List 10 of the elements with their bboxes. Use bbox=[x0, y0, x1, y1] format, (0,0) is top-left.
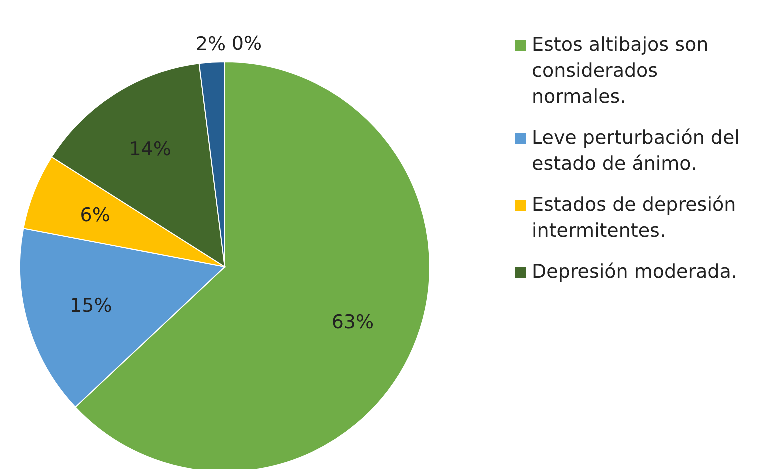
data-label: 15% bbox=[70, 294, 112, 317]
legend-label: Estos altibajos son considerados normales. bbox=[532, 33, 710, 110]
data-label: 2% bbox=[196, 33, 226, 56]
legend-label: Estados de depresión intermitentes. bbox=[532, 193, 738, 244]
data-label: 63% bbox=[332, 311, 374, 334]
data-label: 6% bbox=[80, 204, 110, 227]
text: 0% bbox=[232, 33, 262, 55]
legend-label: Leve perturbación del estado de ánimo. bbox=[532, 126, 741, 177]
data-label: 14% bbox=[129, 138, 172, 160]
legend-label: Depresión moderada. bbox=[532, 260, 738, 285]
